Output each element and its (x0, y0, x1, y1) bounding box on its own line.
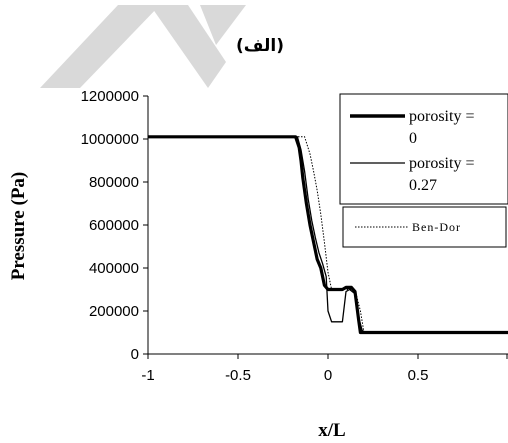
legend-label-porosity-027-line1: porosity = (409, 155, 474, 172)
legend: porosity = 0 porosity = 0.27 Ben-Dor (339, 93, 508, 248)
y-tick-label: 600000 (89, 217, 139, 234)
legend-label-porosity-0-line2: 0 (409, 130, 417, 147)
x-tick-label: -0.5 (225, 367, 251, 384)
x-tick-label: 0.5 (408, 367, 429, 384)
legend-label-ben-dor: Ben-Dor (412, 220, 461, 234)
y-tick-label: 200000 (89, 303, 139, 320)
legend-label-porosity-0-line1: porosity = (409, 108, 474, 125)
y-tick-label: 1200000 (81, 88, 139, 105)
y-tick-label: 800000 (89, 174, 139, 191)
x-ticks: -1 -0.5 0 0.5 (141, 354, 508, 384)
x-axis-title: x/L (318, 420, 345, 441)
series-line-porosity-0 (148, 135, 508, 335)
series-layer (148, 135, 508, 335)
y-tick-label: 0 (131, 346, 139, 363)
y-tick-label: 1000000 (81, 131, 139, 148)
y-ticks: 0 200000 400000 600000 800000 1000000 1200000 (81, 88, 148, 363)
x-tick-label: 0 (324, 367, 332, 384)
legend-box-top (339, 93, 508, 205)
watermark-logo (40, 5, 246, 88)
chart-label: (الف) (236, 36, 284, 56)
y-axis-title: Pressure (Pa) (8, 172, 29, 281)
x-tick-label: -1 (141, 367, 154, 384)
y-tick-label: 400000 (89, 260, 139, 277)
legend-label-porosity-027-line2: 0.27 (409, 177, 437, 194)
